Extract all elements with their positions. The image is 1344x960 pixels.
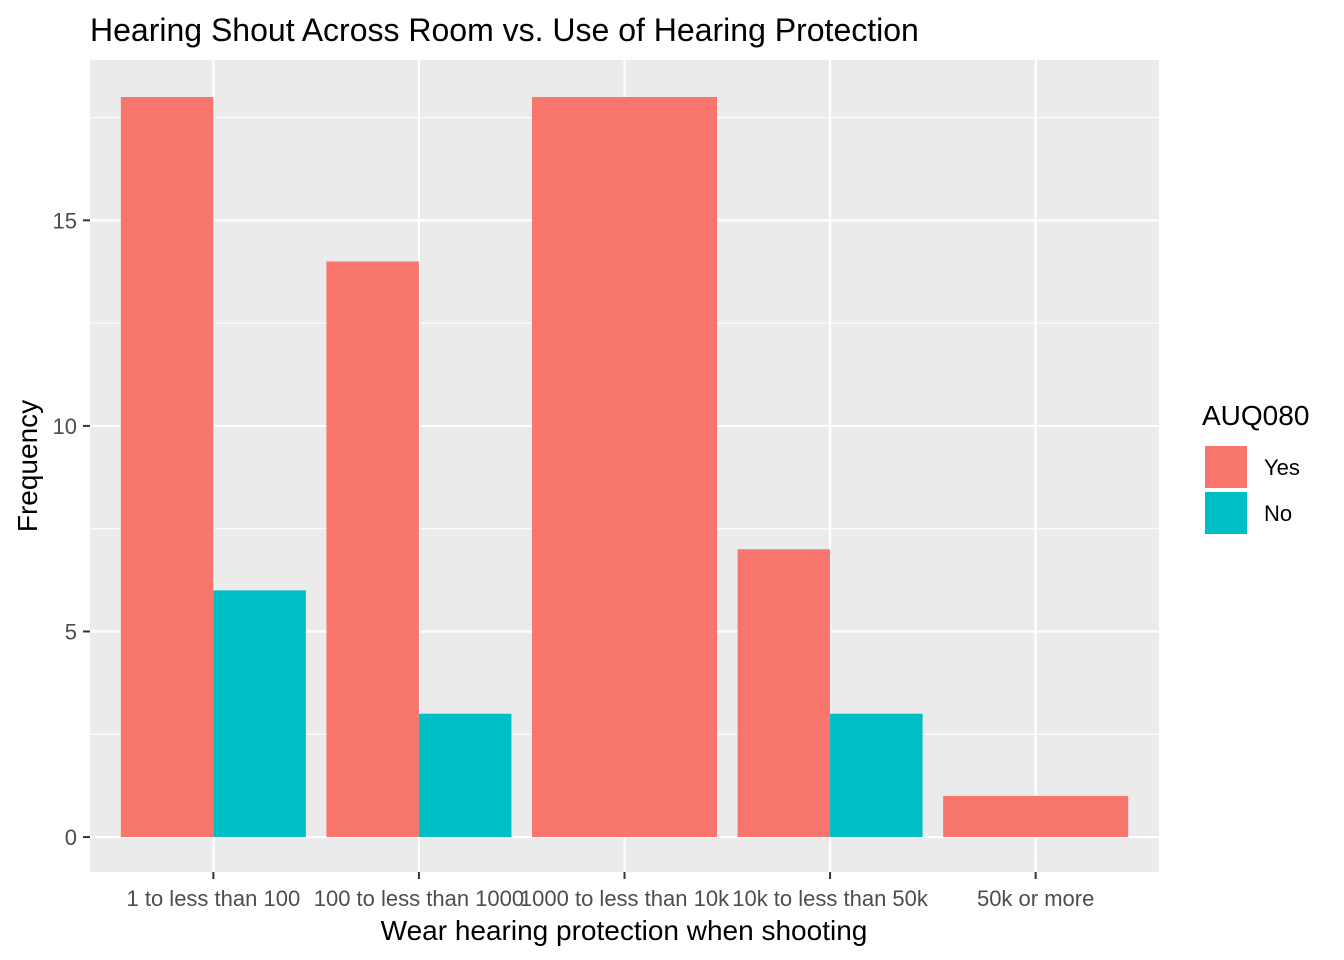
x-tick-label: 100 to less than 1000 xyxy=(314,886,524,911)
bar-yes-2 xyxy=(326,261,419,838)
y-tick-label: 0 xyxy=(65,825,77,850)
x-tick-label: 50k or more xyxy=(977,886,1094,911)
bar-yes-3 xyxy=(531,97,718,838)
chart-title: Hearing Shout Across Room vs. Use of Hea… xyxy=(90,12,919,48)
y-axis-title: Frequency xyxy=(12,400,43,532)
y-tick-label: 15 xyxy=(53,208,77,233)
legend: AUQ080 Yes No xyxy=(1202,400,1309,536)
bar-no-1 xyxy=(213,590,306,838)
x-tick-label: 10k to less than 50k xyxy=(732,886,929,911)
bar-no-2 xyxy=(418,713,512,838)
bars xyxy=(120,97,1129,838)
bar-yes-4 xyxy=(737,549,831,838)
x-axis-title: Wear hearing protection when shooting xyxy=(381,915,868,946)
y-axis: 0 5 10 15 xyxy=(53,208,90,850)
y-tick-label: 5 xyxy=(65,619,77,644)
y-tick-label: 10 xyxy=(53,414,77,439)
bar-no-4 xyxy=(830,713,923,838)
x-tick-label: 1 to less than 100 xyxy=(127,886,301,911)
bar-yes-1 xyxy=(120,97,214,838)
x-axis: 1 to less than 100 100 to less than 10001… xyxy=(127,872,1094,911)
legend-key-no xyxy=(1203,490,1249,536)
bar-yes-5 xyxy=(943,795,1129,838)
x-tick-label: 1000 to less than 10k xyxy=(520,886,730,911)
legend-key-yes xyxy=(1203,444,1249,490)
legend-label-no: No xyxy=(1264,501,1292,526)
legend-label-yes: Yes xyxy=(1264,455,1300,480)
legend-title: AUQ080 xyxy=(1202,400,1309,431)
